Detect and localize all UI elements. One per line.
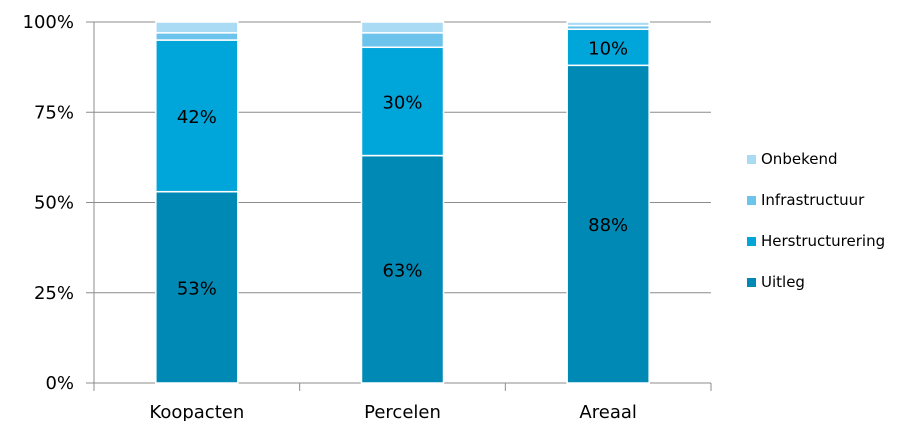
bar-segment-uitleg — [155, 190, 239, 384]
data-label: 63% — [382, 260, 422, 281]
bar-segment-onbekend — [360, 21, 445, 34]
bar-segment-onbekend — [155, 21, 239, 34]
x-category-label: Percelen — [364, 402, 441, 421]
bar-segment-infrastructuur — [155, 32, 239, 41]
bar-segment-infrastructuur — [360, 32, 445, 49]
bar-segment-uitleg — [566, 64, 650, 384]
y-tick-label: 75% — [34, 102, 74, 123]
bar-segment-herstructurering — [155, 39, 239, 193]
legend-label: Uitleg — [761, 273, 805, 291]
legend-swatch — [747, 154, 756, 164]
x-category-label: Koopacten — [149, 402, 244, 421]
legend-item-uitleg: Uitleg — [747, 270, 885, 294]
bar-segment-uitleg — [360, 154, 445, 384]
legend-label: Onbekend — [761, 150, 838, 168]
data-label: 30% — [382, 92, 422, 113]
y-tick-label: 50% — [34, 193, 74, 214]
y-tick-label: 100% — [23, 12, 74, 33]
labels: 0% 25% 50% 75% 100% 53% 42% Koopacten 63% 30% Perc… — [23, 12, 637, 421]
legend-item-herstructurering: Herstructurering — [747, 229, 885, 253]
bar-segment-herstructurering — [360, 46, 445, 157]
y-tick-label: 25% — [34, 283, 74, 304]
bars — [155, 21, 650, 384]
data-label: 42% — [177, 107, 217, 128]
legend-item-infrastructuur: Infrastructuur — [747, 188, 885, 212]
data-label: 53% — [177, 278, 217, 299]
legend-swatch — [747, 236, 756, 246]
x-category-label: Areaal — [579, 402, 636, 421]
legend-label: Infrastructuur — [761, 191, 865, 209]
data-label: 10% — [588, 38, 628, 59]
legend-swatch — [747, 195, 756, 205]
bar-segment-onbekend — [566, 21, 650, 27]
y-tick-label: 0% — [45, 373, 74, 394]
legend: Onbekend Infrastructuur Herstructurering Ui… — [747, 147, 885, 311]
legend-item-onbekend: Onbekend — [747, 147, 885, 171]
legend-label: Herstructurering — [761, 232, 886, 250]
data-label: 88% — [588, 215, 628, 236]
legend-swatch — [747, 277, 756, 287]
